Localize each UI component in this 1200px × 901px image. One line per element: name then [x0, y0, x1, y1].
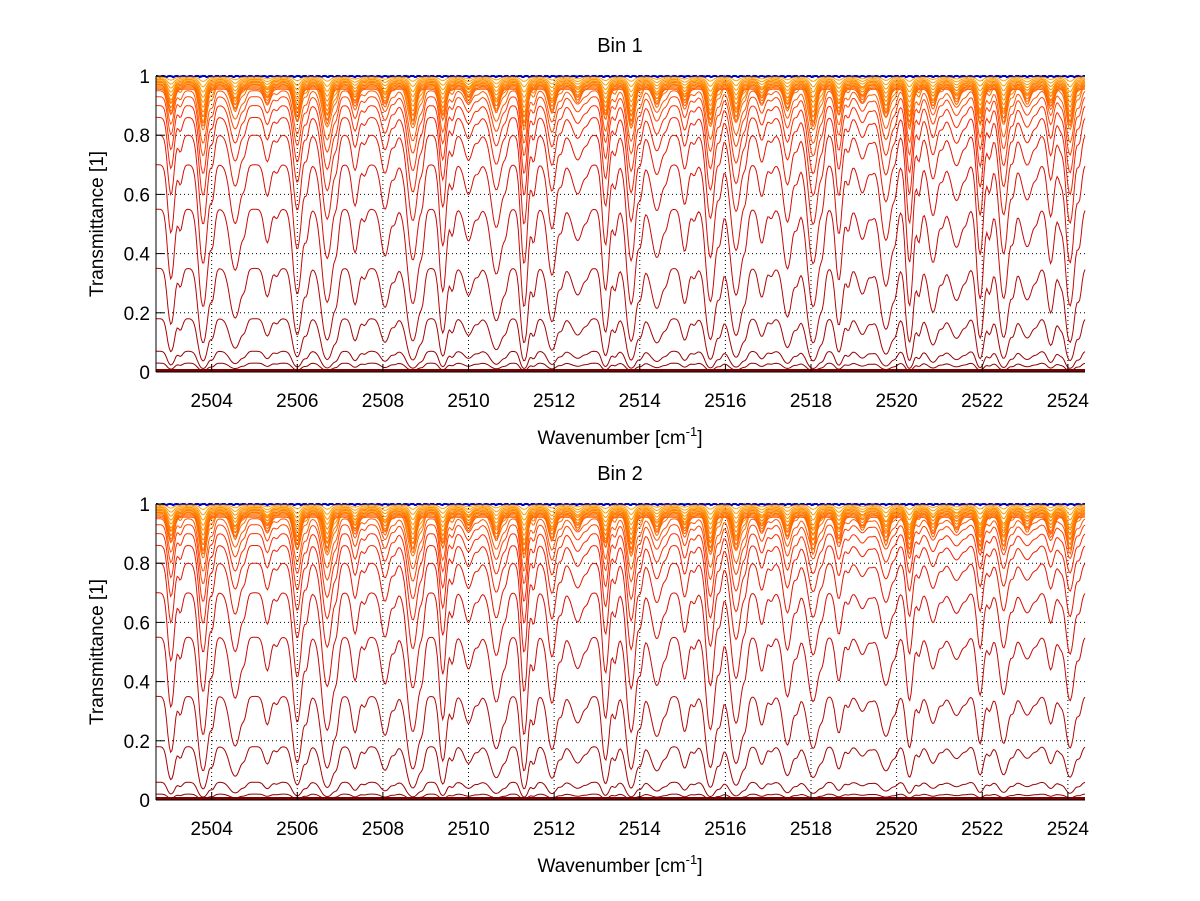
x-tick-label: 2520: [875, 819, 917, 840]
subplot-bin-2: Bin 2 Transmittance [1] Wavenumber [cm-1…: [87, 463, 1089, 877]
spectrum-line: [156, 507, 1085, 521]
spectrum-line: [156, 503, 1085, 507]
x-tick-label: 2518: [790, 391, 832, 412]
y-axis-label: Transmittance [1]: [87, 579, 108, 725]
spectrum-line: [156, 86, 1085, 119]
y-tick-label: 0.6: [124, 613, 150, 634]
spectrum-line: [156, 134, 1086, 226]
spectrum-line: [156, 78, 1085, 88]
spectrum-line: [156, 506, 1085, 516]
chart-title: Bin 1: [597, 35, 643, 57]
spectrum-line: [156, 208, 1086, 308]
y-tick-label: 0.4: [124, 673, 151, 694]
spectrum-line: [156, 514, 1085, 547]
spectrum-line: [156, 504, 1085, 510]
spectrum-line: [156, 84, 1085, 114]
spectrum-line: [156, 562, 1086, 653]
spectrum-line: [156, 636, 1086, 735]
x-tick-label: 2514: [619, 819, 662, 840]
spectrum-line: [156, 512, 1085, 542]
subplot-bin-1: Bin 1 Transmittance [1] Wavenumber [cm-1…: [87, 35, 1089, 449]
spectrum-line: [156, 592, 1086, 692]
x-tick-label: 2518: [790, 819, 832, 840]
spectrum-line: [156, 511, 1085, 537]
spectrum-line: [156, 544, 1086, 624]
x-tick-label: 2512: [533, 819, 575, 840]
spectrum-line: [156, 164, 1086, 265]
spectrum-line: [156, 350, 1086, 370]
y-tick-label: 0: [139, 363, 150, 384]
spectrum-line: [156, 87, 1085, 123]
spectrum-line: [156, 116, 1086, 197]
x-tick-label: 2504: [191, 819, 234, 840]
spectrum-line: [156, 362, 1086, 372]
x-tick-label: 2504: [191, 391, 234, 412]
x-tick-label: 2520: [875, 391, 917, 412]
spectrum-line: [156, 516, 1085, 556]
spectrum-line: [156, 746, 1086, 790]
spectrum-line: [156, 79, 1085, 93]
y-tick-label: 0.2: [124, 732, 150, 753]
plot-area: [155, 503, 1086, 801]
spectrum-line: [156, 75, 1085, 79]
x-tick-label: 2508: [362, 391, 404, 412]
x-axis-label: Wavenumber [cm-1]: [537, 424, 702, 449]
y-tick-label: 0.8: [124, 126, 150, 147]
x-tick-label: 2516: [704, 819, 746, 840]
spectrum-line: [156, 793, 1086, 800]
y-tick-label: 0.4: [124, 245, 151, 266]
x-tick-label: 2510: [447, 819, 489, 840]
spectrum-line: [156, 533, 1086, 602]
chart-title: Bin 2: [597, 463, 643, 485]
x-tick-label: 2510: [447, 391, 489, 412]
spectrum-line: [156, 508, 1085, 526]
y-axis-label: Transmittance [1]: [87, 151, 108, 297]
y-tick-label: 0: [139, 791, 150, 812]
spectrum-line: [156, 510, 1085, 532]
spectrum-line: [156, 105, 1086, 175]
x-tick-label: 2522: [961, 391, 1003, 412]
x-axis-label: Wavenumber [cm-1]: [537, 852, 702, 877]
x-tick-label: 2524: [1047, 391, 1090, 412]
y-tick-label: 0.6: [124, 185, 150, 206]
spectrum-line: [156, 83, 1085, 109]
spectrum-line: [156, 318, 1086, 362]
x-tick-label: 2512: [533, 391, 575, 412]
spectrum-line: [156, 267, 1086, 344]
x-tick-label: 2514: [619, 391, 662, 412]
y-tick-label: 1: [139, 495, 150, 516]
spectrum-line: [156, 80, 1085, 98]
spectrum-line: [156, 781, 1086, 798]
x-tick-label: 2524: [1047, 819, 1090, 840]
spectrum-line: [156, 695, 1086, 772]
spectrum-line: [156, 76, 1085, 82]
spectrum-line: [156, 515, 1085, 551]
x-tick-label: 2506: [276, 819, 318, 840]
x-tick-label: 2522: [961, 819, 1003, 840]
spectrum-line: [156, 88, 1085, 128]
y-tick-label: 0.8: [124, 554, 150, 575]
y-tick-label: 1: [139, 67, 150, 88]
spectrum-line: [156, 90, 1086, 145]
plot-area: [155, 75, 1086, 373]
x-tick-label: 2506: [276, 391, 318, 412]
x-tick-label: 2508: [362, 819, 404, 840]
spectrum-line: [156, 524, 1086, 585]
spectrum-line: [156, 96, 1086, 157]
x-tick-label: 2516: [704, 391, 746, 412]
spectrum-line: [156, 82, 1085, 104]
y-tick-label: 0.2: [124, 304, 150, 325]
